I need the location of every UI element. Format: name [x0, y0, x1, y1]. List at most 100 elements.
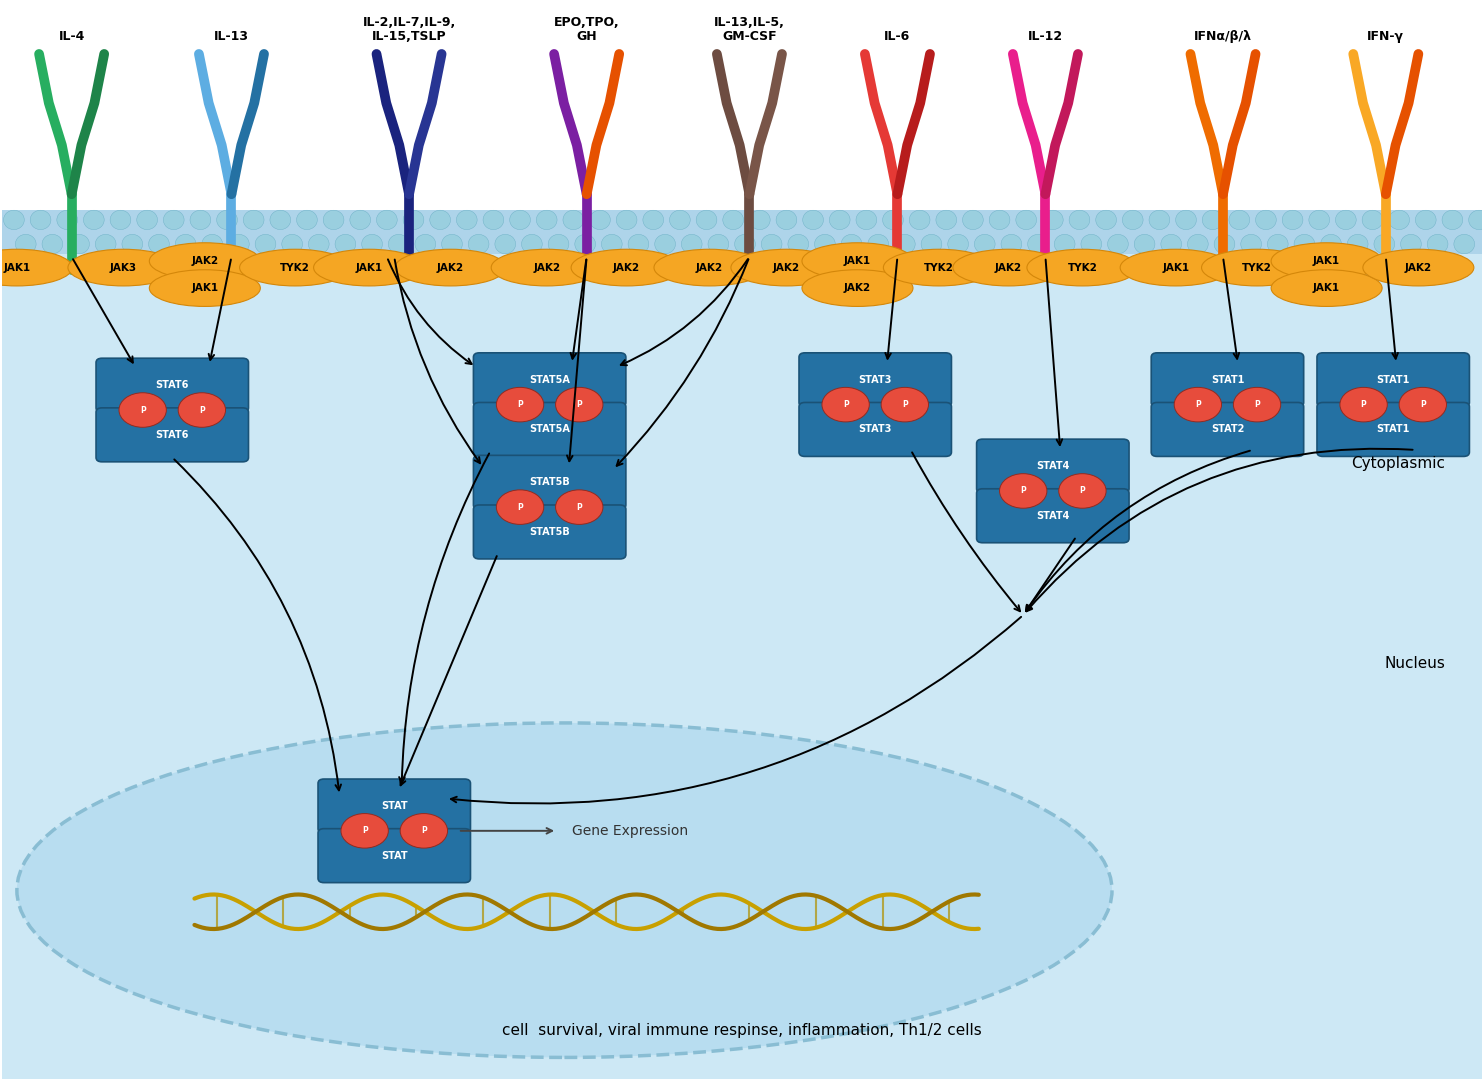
- Ellipse shape: [974, 234, 994, 254]
- Text: STAT1: STAT1: [1377, 424, 1409, 435]
- Ellipse shape: [1069, 210, 1089, 230]
- Circle shape: [341, 814, 388, 848]
- Ellipse shape: [762, 234, 782, 254]
- Circle shape: [496, 490, 544, 524]
- Text: STAT3: STAT3: [858, 424, 892, 435]
- Ellipse shape: [1240, 234, 1261, 254]
- Circle shape: [999, 474, 1046, 508]
- Text: JAK2: JAK2: [774, 262, 800, 273]
- Ellipse shape: [1272, 243, 1383, 279]
- Text: TYK2: TYK2: [1067, 262, 1097, 273]
- Ellipse shape: [308, 234, 329, 254]
- Ellipse shape: [41, 234, 62, 254]
- FancyBboxPatch shape: [1152, 353, 1304, 407]
- Ellipse shape: [30, 210, 50, 230]
- Text: cell  survival, viral immune respinse, inflammation, Th1/2 cells: cell survival, viral immune respinse, in…: [502, 1023, 983, 1038]
- Ellipse shape: [1000, 234, 1021, 254]
- Ellipse shape: [777, 210, 797, 230]
- Text: TYK2: TYK2: [1242, 262, 1272, 273]
- Ellipse shape: [1400, 234, 1421, 254]
- Ellipse shape: [1272, 270, 1383, 306]
- Ellipse shape: [988, 210, 1009, 230]
- Ellipse shape: [396, 249, 505, 286]
- Text: STAT6: STAT6: [156, 380, 190, 391]
- Ellipse shape: [1389, 210, 1409, 230]
- FancyBboxPatch shape: [96, 408, 249, 462]
- Ellipse shape: [483, 210, 504, 230]
- Ellipse shape: [1107, 234, 1128, 254]
- Text: P: P: [903, 400, 907, 409]
- Ellipse shape: [16, 723, 1112, 1057]
- FancyBboxPatch shape: [319, 829, 470, 883]
- Text: STAT4: STAT4: [1036, 510, 1070, 521]
- Ellipse shape: [522, 234, 542, 254]
- Ellipse shape: [150, 243, 261, 279]
- Ellipse shape: [442, 234, 462, 254]
- Text: JAK2: JAK2: [191, 256, 218, 267]
- Circle shape: [1174, 387, 1221, 422]
- Ellipse shape: [150, 270, 261, 306]
- Ellipse shape: [468, 234, 489, 254]
- FancyBboxPatch shape: [96, 358, 249, 412]
- Text: IL-2,IL-7,IL-9,
IL-15,TSLP: IL-2,IL-7,IL-9, IL-15,TSLP: [363, 16, 455, 43]
- Ellipse shape: [1149, 210, 1169, 230]
- Ellipse shape: [1309, 210, 1329, 230]
- Text: IFNα/β/λ: IFNα/β/λ: [1194, 30, 1252, 43]
- Circle shape: [556, 490, 603, 524]
- Circle shape: [1233, 387, 1280, 422]
- FancyBboxPatch shape: [977, 439, 1129, 493]
- Ellipse shape: [1027, 234, 1048, 254]
- Ellipse shape: [243, 210, 264, 230]
- Ellipse shape: [415, 234, 436, 254]
- Ellipse shape: [670, 210, 691, 230]
- Ellipse shape: [314, 249, 425, 286]
- Ellipse shape: [830, 210, 851, 230]
- Ellipse shape: [1442, 210, 1463, 230]
- Ellipse shape: [682, 234, 702, 254]
- Text: JAK1: JAK1: [3, 262, 31, 273]
- Ellipse shape: [842, 234, 863, 254]
- Ellipse shape: [430, 210, 451, 230]
- Ellipse shape: [1134, 234, 1154, 254]
- Text: JAK1: JAK1: [356, 262, 382, 273]
- Ellipse shape: [1160, 234, 1181, 254]
- Ellipse shape: [335, 234, 356, 254]
- Ellipse shape: [1294, 234, 1315, 254]
- Circle shape: [1058, 474, 1106, 508]
- Ellipse shape: [1282, 210, 1303, 230]
- Text: STAT: STAT: [381, 850, 408, 861]
- Ellipse shape: [491, 249, 602, 286]
- Ellipse shape: [1027, 249, 1138, 286]
- Ellipse shape: [1267, 234, 1288, 254]
- Ellipse shape: [255, 234, 276, 254]
- Ellipse shape: [456, 210, 477, 230]
- Ellipse shape: [1214, 234, 1235, 254]
- Bar: [1, 210, 1482, 734]
- Ellipse shape: [1187, 234, 1208, 254]
- Ellipse shape: [571, 249, 682, 286]
- Text: STAT2: STAT2: [1211, 424, 1245, 435]
- Ellipse shape: [270, 210, 290, 230]
- Ellipse shape: [937, 210, 956, 230]
- Text: IL-12: IL-12: [1029, 30, 1063, 43]
- Ellipse shape: [68, 249, 179, 286]
- Ellipse shape: [1015, 210, 1036, 230]
- Text: Nucleus: Nucleus: [1384, 656, 1445, 671]
- Ellipse shape: [15, 234, 36, 254]
- Text: P: P: [517, 503, 523, 511]
- FancyBboxPatch shape: [473, 353, 625, 407]
- FancyBboxPatch shape: [473, 505, 625, 559]
- Ellipse shape: [1122, 210, 1143, 230]
- FancyBboxPatch shape: [799, 402, 951, 456]
- Text: TYK2: TYK2: [923, 262, 954, 273]
- Ellipse shape: [495, 234, 516, 254]
- Ellipse shape: [1255, 210, 1276, 230]
- FancyBboxPatch shape: [1152, 402, 1304, 456]
- Text: P: P: [576, 400, 582, 409]
- Bar: [1, 0, 1482, 210]
- Text: P: P: [139, 406, 145, 414]
- Ellipse shape: [202, 234, 222, 254]
- Circle shape: [556, 387, 603, 422]
- Text: P: P: [843, 400, 849, 409]
- Text: JAK2: JAK2: [534, 262, 560, 273]
